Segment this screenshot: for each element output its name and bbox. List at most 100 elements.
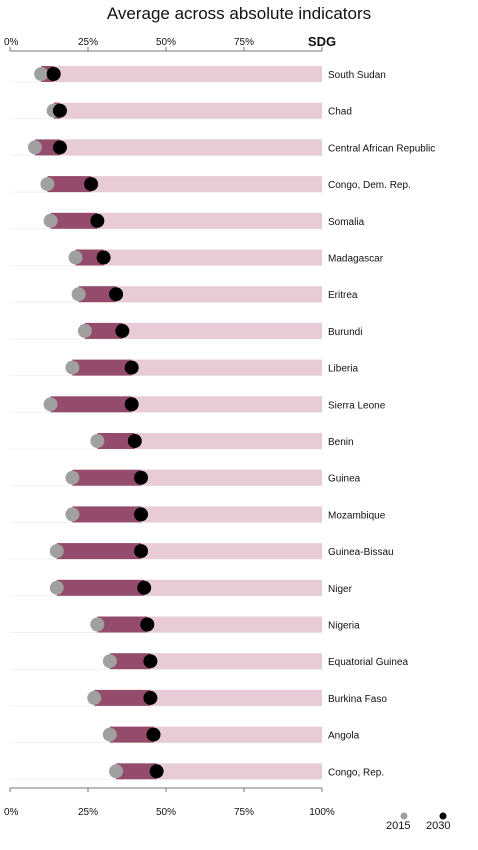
country-row: Guinea [10, 469, 361, 487]
progress-bar [78, 286, 117, 303]
progress-bar [97, 433, 135, 449]
dot-2030 [90, 213, 105, 228]
dot-2015 [65, 470, 80, 485]
country-label: Burkina Faso [328, 694, 387, 705]
dot-2015 [102, 654, 117, 669]
dot-2015 [90, 617, 105, 632]
dot-2015 [87, 690, 102, 705]
remaining-gap-bar [141, 543, 322, 560]
country-label: Guinea-Bissau [328, 547, 394, 558]
progress-bar [94, 689, 151, 706]
legend-marker-2015 [400, 812, 408, 820]
country-row: Chad [10, 102, 352, 120]
bottom-tick-label: 75% [234, 807, 254, 818]
top-tick-label: 25% [78, 37, 98, 48]
country-row: Angola [10, 726, 360, 744]
remaining-gap-bar [97, 212, 322, 229]
dot-2015 [34, 67, 49, 81]
remaining-gap-bar [116, 286, 322, 303]
dot-2030 [143, 654, 158, 669]
country-label: Niger [328, 584, 353, 595]
country-row: Niger [10, 579, 353, 597]
dot-2030 [52, 140, 67, 155]
progress-bar [109, 653, 151, 670]
dot-2015 [40, 177, 55, 192]
country-label: Eritrea [328, 290, 358, 301]
dot-2030 [115, 323, 130, 338]
bottom-tick-label: 0% [4, 807, 19, 818]
country-row: Liberia [10, 359, 358, 377]
country-row: South Sudan [10, 66, 386, 83]
remaining-gap-bar [156, 763, 322, 780]
bottom-axis: 0% 25% 50% 75% 100% [4, 787, 335, 818]
country-row: Madagascar [10, 249, 384, 266]
dot-2030 [52, 103, 67, 118]
dot-2015 [49, 580, 64, 595]
progress-bar [72, 506, 142, 523]
top-tick-label: 75% [234, 37, 254, 48]
country-row: Congo, Dem. Rep. [10, 176, 411, 193]
country-row: Burundi [10, 322, 362, 340]
progress-bar [56, 579, 145, 596]
legend-label-2015: 2015 [386, 820, 411, 832]
remaining-gap-bar [134, 433, 322, 449]
country-row: Central African Republic [10, 139, 435, 156]
chart-title: Average across absolute indicators [106, 4, 372, 23]
remaining-gap-bar [147, 616, 322, 633]
bottom-tick-label: 25% [78, 807, 98, 818]
dot-2030 [149, 764, 164, 779]
remaining-gap-bar [103, 249, 322, 266]
country-label: Equatorial Guinea [328, 657, 408, 668]
country-row: Equatorial Guinea [10, 653, 408, 670]
dot-2015 [43, 397, 58, 412]
remaining-gap-bar [122, 322, 322, 339]
top-tick-label: 0% [4, 37, 19, 48]
country-label: Central African Republic [328, 143, 435, 154]
legend [400, 812, 447, 820]
progress-bar [34, 139, 60, 156]
progress-bar [109, 726, 154, 743]
remaining-gap-bar [131, 359, 322, 376]
sdg-target-label: SDG [308, 34, 336, 49]
dot-2030 [127, 434, 142, 448]
remaining-gap-bar [144, 579, 322, 596]
top-axis: 0% 25% 50% 75% SDG [4, 34, 336, 52]
legend-marker-2030 [439, 812, 447, 820]
remaining-gap-bar [59, 102, 323, 119]
country-label: Congo, Rep. [328, 767, 384, 778]
country-label: Guinea [328, 474, 361, 485]
dot-2030 [109, 287, 124, 302]
remaining-gap-bar [150, 689, 322, 706]
dot-2030 [124, 397, 139, 412]
country-label: Sierra Leone [328, 400, 386, 411]
country-label: Madagascar [328, 254, 384, 265]
country-label: Chad [328, 107, 352, 118]
country-row: Congo, Rep. [10, 763, 384, 780]
bottom-tick-label: 50% [156, 807, 176, 818]
progress-bar [56, 543, 142, 560]
dot-2015 [109, 764, 124, 779]
country-row: Somalia [10, 212, 365, 230]
rows-group: South Sudan Chad Central African Republic C… [10, 66, 435, 780]
dot-2030 [140, 617, 155, 632]
top-tick-label: 50% [156, 37, 176, 48]
country-label: Burundi [328, 327, 362, 338]
remaining-gap-bar [141, 469, 322, 486]
remaining-gap-bar [91, 176, 323, 193]
remaining-gap-bar [141, 506, 322, 523]
dot-2015 [43, 213, 58, 228]
progress-bar [75, 249, 104, 266]
country-label: Mozambique [328, 510, 386, 521]
remaining-gap-bar [59, 139, 323, 156]
country-row: Eritrea [10, 286, 358, 303]
progress-bar [50, 212, 98, 229]
country-label: Nigeria [328, 621, 360, 632]
country-label: South Sudan [328, 70, 386, 81]
dot-2015 [65, 360, 80, 375]
remaining-gap-bar [131, 396, 322, 413]
progress-bar [84, 322, 123, 339]
dot-2030 [134, 544, 149, 559]
dot-2030 [134, 470, 149, 485]
remaining-gap-bar [53, 66, 323, 82]
